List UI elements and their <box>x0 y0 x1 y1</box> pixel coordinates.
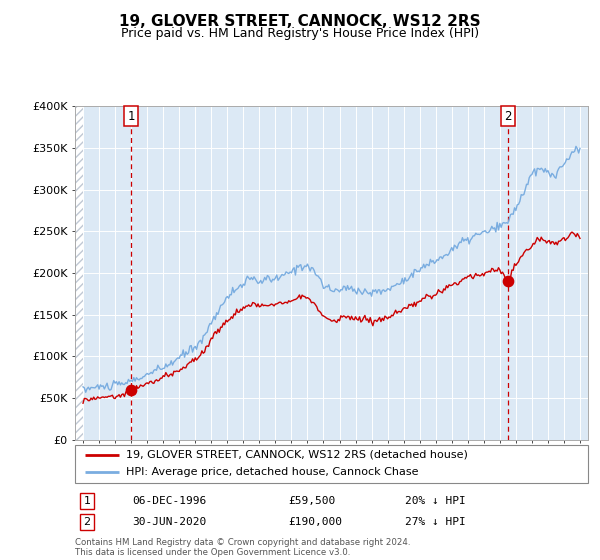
Point <box>503 277 512 286</box>
Text: Contains HM Land Registry data © Crown copyright and database right 2024.
This d: Contains HM Land Registry data © Crown c… <box>75 538 410 557</box>
Text: Price paid vs. HM Land Registry's House Price Index (HPI): Price paid vs. HM Land Registry's House … <box>121 27 479 40</box>
Text: 20% ↓ HPI: 20% ↓ HPI <box>405 496 466 506</box>
Text: £190,000: £190,000 <box>288 517 342 527</box>
Point <box>127 385 136 394</box>
Text: 30-JUN-2020: 30-JUN-2020 <box>132 517 206 527</box>
Text: 06-DEC-1996: 06-DEC-1996 <box>132 496 206 506</box>
Text: 27% ↓ HPI: 27% ↓ HPI <box>405 517 466 527</box>
Text: 19, GLOVER STREET, CANNOCK, WS12 2RS: 19, GLOVER STREET, CANNOCK, WS12 2RS <box>119 14 481 29</box>
Text: HPI: Average price, detached house, Cannock Chase: HPI: Average price, detached house, Cann… <box>127 468 419 478</box>
Text: 2: 2 <box>83 517 91 527</box>
Text: 2: 2 <box>504 110 512 123</box>
Text: £59,500: £59,500 <box>288 496 335 506</box>
Text: 19, GLOVER STREET, CANNOCK, WS12 2RS (detached house): 19, GLOVER STREET, CANNOCK, WS12 2RS (de… <box>127 450 468 460</box>
FancyBboxPatch shape <box>75 445 588 483</box>
Text: 1: 1 <box>83 496 91 506</box>
Text: 1: 1 <box>127 110 135 123</box>
